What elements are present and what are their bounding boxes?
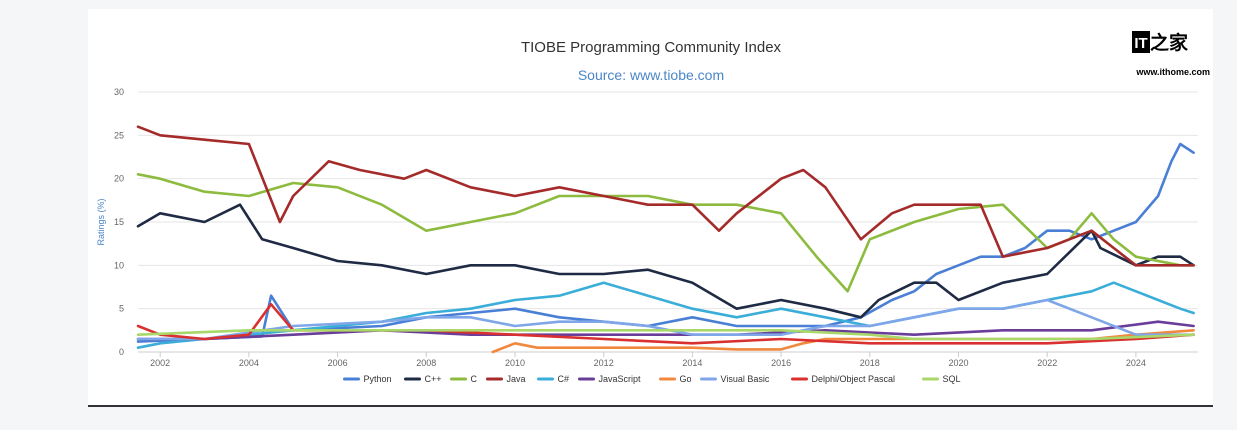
grid bbox=[138, 91, 1198, 353]
y-axis: 0 5 10 15 20 25 30 bbox=[114, 87, 124, 357]
y-tick-label: 25 bbox=[114, 130, 124, 140]
y-tick-label: 15 bbox=[114, 217, 124, 227]
watermark-url: www.ithome.com bbox=[1135, 67, 1210, 77]
x-tick-label: 2022 bbox=[1037, 358, 1057, 368]
x-tick-label: 2024 bbox=[1126, 358, 1146, 368]
y-tick-label: 10 bbox=[114, 260, 124, 270]
y-tick-label: 30 bbox=[114, 87, 124, 97]
y-axis-label: Ratings (%) bbox=[96, 198, 106, 245]
series-line-visual-basic bbox=[136, 298, 1195, 341]
legend-label-javascript: JavaScript bbox=[599, 374, 642, 384]
chart-card: TIOBE Programming Community Index Source… bbox=[88, 9, 1213, 407]
x-tick-label: 2018 bbox=[860, 358, 880, 368]
x-tick-label: 2008 bbox=[416, 358, 436, 368]
legend-label-c: C bbox=[471, 374, 478, 384]
x-tick-label: 2002 bbox=[150, 358, 170, 368]
legend-label-c-: C# bbox=[558, 374, 570, 384]
legend-label-c-: C++ bbox=[425, 374, 442, 384]
y-tick-label: 20 bbox=[114, 174, 124, 184]
series-line-java bbox=[136, 125, 1195, 267]
chart-title: TIOBE Programming Community Index bbox=[521, 39, 782, 56]
series-line-c- bbox=[136, 281, 1195, 350]
x-tick-label: 2020 bbox=[948, 358, 968, 368]
x-axis: 2002 2004 2006 2008 2010 2012 2014 2016 2018 2020… bbox=[138, 351, 1198, 368]
series-line-sql bbox=[136, 328, 1195, 341]
x-tick-label: 2004 bbox=[239, 358, 259, 368]
y-tick-label: 5 bbox=[119, 304, 124, 314]
x-tick-label: 2012 bbox=[594, 358, 614, 368]
logo-mark-cjk: 之家 bbox=[1150, 31, 1189, 54]
chart-subtitle: Source: www.tiobe.com bbox=[578, 67, 724, 83]
bottom-divider bbox=[88, 405, 1213, 407]
logo-mark-text: IT bbox=[1134, 35, 1147, 52]
legend-label-sql: SQL bbox=[943, 374, 961, 384]
legend-label-python: Python bbox=[364, 374, 392, 384]
ithome-logo: IT 之家 www.ithome.com bbox=[1132, 31, 1210, 77]
x-tick-label: 2010 bbox=[505, 358, 525, 368]
chart-svg: TIOBE Programming Community Index Source… bbox=[96, 31, 1210, 384]
y-tick-label: 0 bbox=[119, 347, 124, 357]
legend-label-java: Java bbox=[507, 374, 526, 384]
plot-area bbox=[136, 125, 1195, 354]
series-line-python bbox=[136, 142, 1195, 343]
series-line-delphi-object-pascal bbox=[136, 302, 1195, 345]
legend-label-visual-basic: Visual Basic bbox=[721, 374, 770, 384]
legend-label-go: Go bbox=[680, 374, 692, 384]
x-tick-label: 2016 bbox=[771, 358, 791, 368]
x-tick-label: 2006 bbox=[328, 358, 348, 368]
series-line-c bbox=[136, 173, 1195, 293]
legend-label-delphi-object-pascal: Delphi/Object Pascal bbox=[812, 374, 896, 384]
x-tick-label: 2014 bbox=[682, 358, 702, 368]
legend: Python C++ C Java C# JavaScript Go Visual Basic… bbox=[343, 374, 961, 384]
logo-block bbox=[1132, 31, 1150, 53]
